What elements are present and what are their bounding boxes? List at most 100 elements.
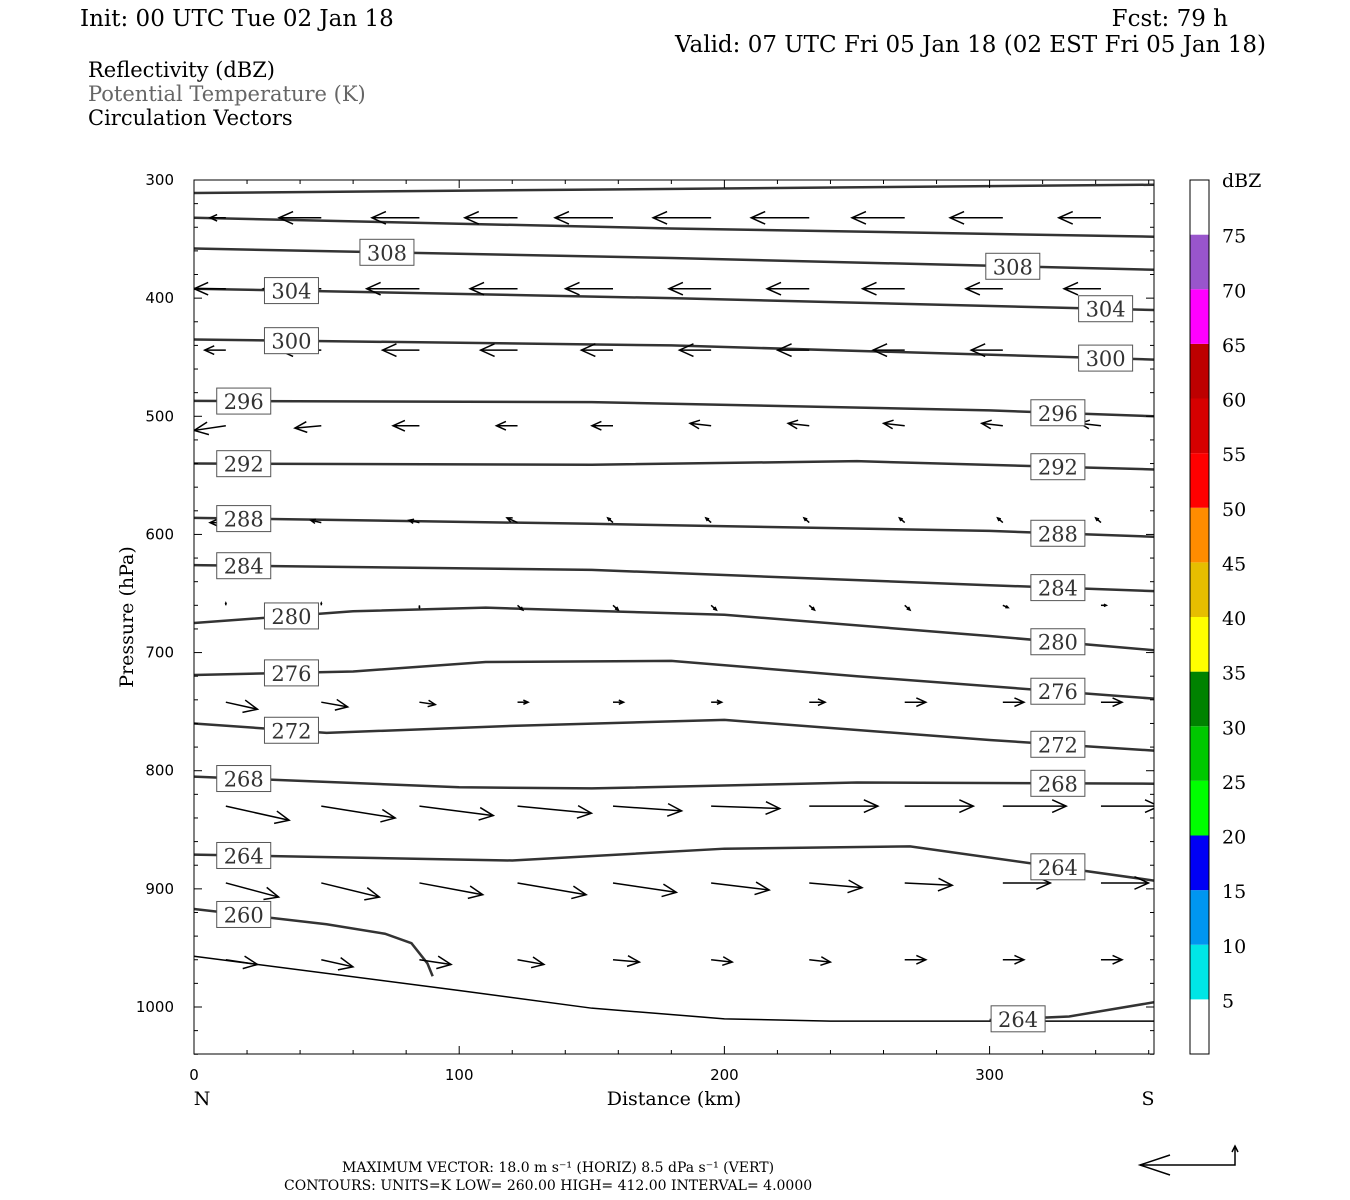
vector-head (863, 799, 880, 814)
circulation-vector (225, 805, 291, 825)
colorbar-swatch (1190, 617, 1209, 672)
contour-label-box (216, 505, 272, 533)
vector-shaft (711, 805, 780, 810)
vector-head (242, 955, 260, 970)
circulation-vector (667, 281, 712, 296)
vector-head (224, 601, 227, 605)
contour-label: 288 (224, 508, 264, 532)
forecast-hour: Fcst: 79 h (1112, 6, 1229, 32)
theta-contours (194, 183, 1154, 1022)
contour-info-text: CONTOURS: UNITS=K LOW= 260.00 HIGH= 412.… (284, 1178, 812, 1194)
vector-head (308, 518, 317, 525)
circulation-vector (979, 419, 1003, 430)
colorbar-swatch (1190, 890, 1209, 945)
circulation-vector (711, 881, 771, 896)
y-tick-label: 300 (145, 171, 174, 189)
circulation-vector (321, 805, 397, 823)
vector-head (1112, 697, 1124, 708)
circulation-vector (462, 210, 518, 225)
theta-contour-268 (194, 775, 1154, 790)
theta-contour-280 (194, 606, 1154, 652)
vector-head (614, 606, 620, 612)
contour-label: 272 (1038, 733, 1078, 757)
vector-head (916, 697, 928, 708)
colorbar-swatch (1190, 453, 1209, 508)
vector-head (1144, 799, 1154, 814)
colorbar-label: 25 (1222, 772, 1246, 794)
vector-head (242, 699, 260, 714)
contour-label-box (216, 900, 272, 928)
theta-contour-292 (194, 459, 1154, 471)
circulation-vector (775, 343, 810, 358)
vector-head (1062, 281, 1079, 296)
circulation-vector (321, 698, 350, 711)
vector-shaft (225, 882, 279, 898)
vector-head (786, 419, 799, 430)
vector-head (979, 419, 992, 430)
vector-head (407, 518, 415, 525)
vector-head (505, 517, 513, 523)
circulation-vector (749, 210, 810, 225)
circulation-vector (1002, 954, 1026, 965)
vector-head (579, 343, 596, 358)
circulation-vector (224, 601, 227, 606)
colorbar-label: 75 (1222, 226, 1246, 248)
contour-label-box (216, 552, 272, 580)
vector-head (704, 516, 710, 522)
circulation-vector (704, 516, 712, 524)
theta-contour-312 (194, 183, 1154, 195)
circulation-vector (590, 420, 614, 431)
colorbar-label: 15 (1222, 881, 1246, 903)
vector-shaft (612, 805, 682, 812)
vector-shaft (194, 424, 226, 432)
circulation-vector (710, 604, 718, 612)
contour-label-box (216, 450, 272, 478)
circulation-vector (407, 518, 420, 525)
vector-head (948, 210, 965, 225)
vector-head (802, 516, 808, 522)
vector-head (380, 808, 397, 823)
contour-label: 264 (224, 844, 264, 868)
vector-head (916, 954, 928, 965)
vector-head (553, 210, 570, 225)
contour-label-box (1030, 730, 1086, 758)
y-tick-label: 1000 (136, 998, 174, 1016)
contour-label: 308 (993, 255, 1033, 279)
colorbar-swatch (1190, 999, 1209, 1054)
vector-head (320, 601, 323, 605)
contour-label-box (263, 602, 319, 630)
vector-head (765, 801, 782, 816)
contour-label-box (359, 238, 415, 266)
contour-label-box (1030, 399, 1086, 427)
vector-head (716, 699, 724, 706)
colorbar-title: dBZ (1222, 170, 1261, 192)
vector-head (688, 419, 701, 430)
circulation-vector (563, 281, 614, 296)
circulation-vector (612, 882, 679, 898)
vector-head (418, 606, 421, 610)
legend-vectors: Circulation Vectors (88, 106, 293, 130)
vector-shaft (419, 882, 483, 896)
circulation-vector (517, 882, 588, 900)
vector-head (661, 883, 679, 898)
circulation-vector (320, 601, 323, 606)
vector-shaft (517, 959, 545, 966)
circulation-vector (677, 343, 712, 358)
colorbar-label: 45 (1222, 553, 1246, 575)
vector-head (1056, 210, 1074, 225)
vector-head (1112, 954, 1124, 965)
circulation-vector (881, 419, 905, 430)
contour-label: 292 (224, 453, 264, 477)
circulation-vector (612, 955, 642, 968)
circulation-vector (1100, 799, 1154, 814)
vector-head (576, 804, 594, 819)
contour-label: 264 (1038, 856, 1078, 880)
vector-head (467, 885, 485, 900)
contour-label-box (263, 327, 319, 355)
colorbar-swatch (1190, 671, 1209, 727)
contour-label-box (985, 252, 1041, 280)
contour-label: 308 (367, 241, 407, 265)
vector-head (468, 281, 485, 296)
circulation-vector (517, 699, 530, 706)
